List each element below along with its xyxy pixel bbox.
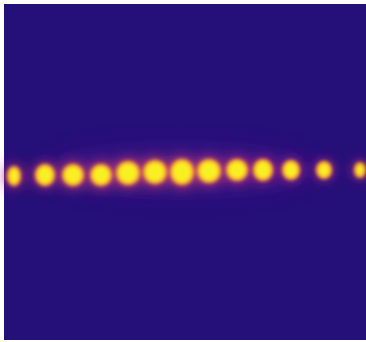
- image: [0, 0, 366, 342]
